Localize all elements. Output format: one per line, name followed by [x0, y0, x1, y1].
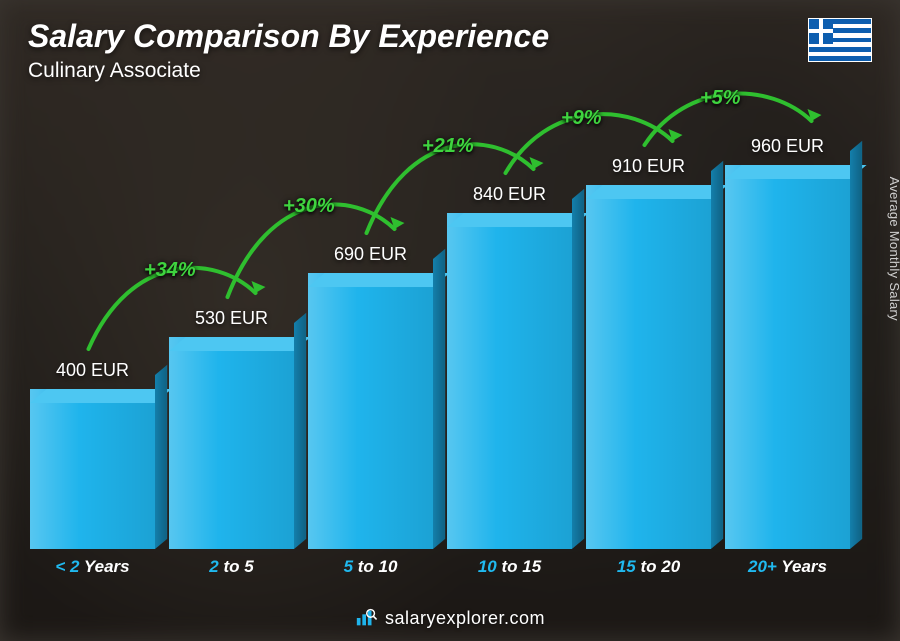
- salaryexplorer-logo-icon: [355, 607, 377, 629]
- footer-site: salaryexplorer.com: [385, 608, 545, 629]
- x-axis: < 2 Years 2 to 5 5 to 10 10 to 15 15 to 20 20…: [30, 557, 850, 577]
- greece-flag-icon: [808, 18, 872, 62]
- header: Salary Comparison By Experience Culinary…: [28, 18, 872, 83]
- page-title: Salary Comparison By Experience: [28, 18, 549, 55]
- bar-value-label: 910 EUR: [612, 156, 685, 177]
- footer: salaryexplorer.com: [0, 607, 900, 629]
- bar-slot: 690 EUR: [308, 244, 433, 549]
- x-axis-label: 20+ Years: [725, 557, 850, 577]
- salary-bar-chart: 400 EUR 530 EUR 690 EUR 840 EUR 910 EUR 960 E…: [30, 97, 850, 577]
- bar-slot: 530 EUR: [169, 308, 294, 549]
- bar-slot: 960 EUR: [725, 136, 850, 549]
- bar-value-label: 530 EUR: [195, 308, 268, 329]
- bar-value-label: 690 EUR: [334, 244, 407, 265]
- bar-slot: 400 EUR: [30, 360, 155, 549]
- x-axis-label: 2 to 5: [169, 557, 294, 577]
- x-axis-label: 10 to 15: [447, 557, 572, 577]
- bar: [447, 213, 572, 549]
- bar: [308, 273, 433, 549]
- bars-container: 400 EUR 530 EUR 690 EUR 840 EUR 910 EUR 960 E…: [30, 97, 850, 549]
- bar-slot: 840 EUR: [447, 184, 572, 549]
- x-axis-label: 5 to 10: [308, 557, 433, 577]
- bar-slot: 910 EUR: [586, 156, 711, 549]
- bar: [725, 165, 850, 549]
- bar-value-label: 400 EUR: [56, 360, 129, 381]
- bar: [586, 185, 711, 549]
- x-axis-label: < 2 Years: [30, 557, 155, 577]
- bar-value-label: 960 EUR: [751, 136, 824, 157]
- bar-value-label: 840 EUR: [473, 184, 546, 205]
- title-block: Salary Comparison By Experience Culinary…: [28, 18, 549, 83]
- page-subtitle: Culinary Associate: [28, 59, 549, 83]
- bar: [30, 389, 155, 549]
- bar: [169, 337, 294, 549]
- x-axis-label: 15 to 20: [586, 557, 711, 577]
- y-axis-label: Average Monthly Salary: [887, 176, 900, 320]
